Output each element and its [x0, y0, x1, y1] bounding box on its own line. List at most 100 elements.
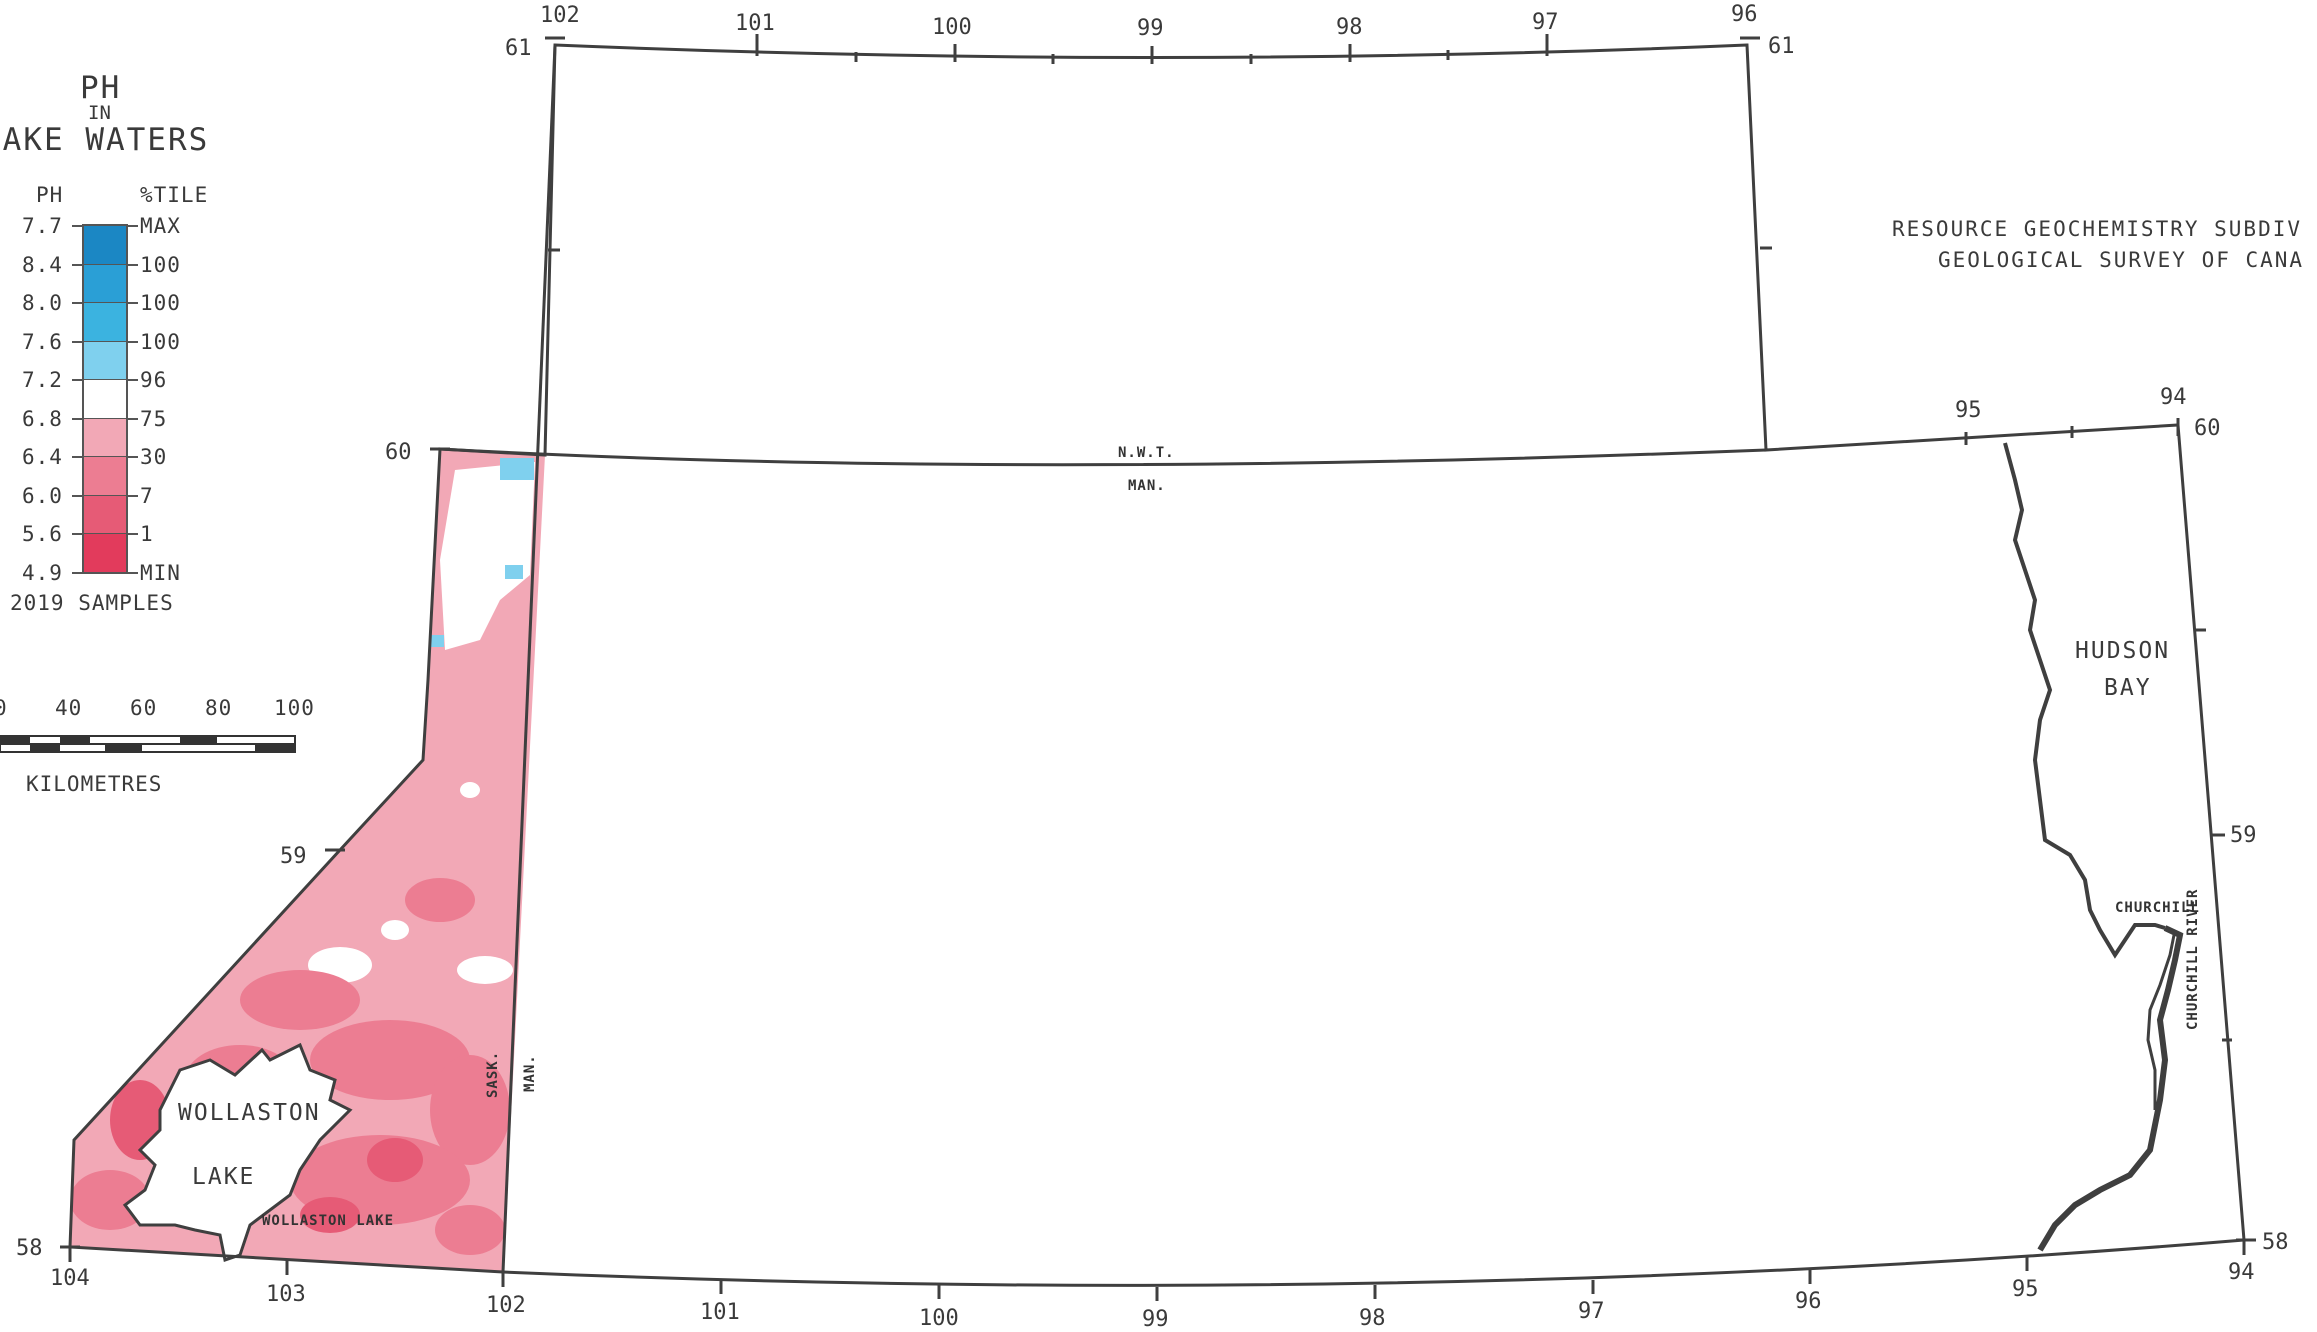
legend-col-pctile: %TILE [140, 183, 209, 207]
frame-60-line [439, 447, 1767, 467]
legend-title-in: IN [88, 102, 111, 124]
legend-percentile: 7 [140, 483, 154, 508]
frame-102-line [501, 44, 557, 1273]
legend-swatch [84, 303, 126, 342]
legend-ph-value: 6.0 [22, 483, 63, 508]
legend-tick [72, 571, 138, 574]
label-nwt: N.W.T. [1118, 445, 1175, 461]
legend-col-ph: PH [36, 183, 64, 207]
legend-swatch [84, 534, 126, 573]
lon-bottom-97: 97 [1578, 1299, 1605, 1324]
lat-61-right: 61 [1768, 34, 1795, 59]
lat-58-right: 58 [2262, 1230, 2289, 1255]
lon-mid-94: 94 [2160, 385, 2187, 410]
legend-ph-value: 8.4 [22, 252, 63, 277]
ph-white-patch [460, 782, 480, 798]
legend-ph-value: 4.9 [22, 560, 63, 585]
credit-line2: GEOLOGICAL SURVEY OF CANA [1938, 248, 2305, 272]
churchill-river [2037, 925, 2184, 1252]
frame-ticks [60, 34, 2256, 1301]
lon-bottom-95: 95 [2012, 1277, 2039, 1302]
ph-white-patch [457, 956, 513, 984]
legend-ph-value: 5.6 [22, 522, 63, 546]
legend-ph-value: 7.7 [22, 214, 63, 238]
scale-label-100: 100 [274, 696, 315, 720]
label-wollaston: WOLLASTON [178, 1100, 321, 1126]
legend-ph-value: 7.2 [22, 368, 63, 392]
label-hudson: HUDSON [2075, 638, 2171, 664]
lon-top-97: 97 [1532, 10, 1559, 35]
legend-swatch [84, 380, 126, 419]
legend-ph-value: 8.0 [22, 291, 63, 315]
ph-white-patch [440, 462, 535, 650]
ph-pink-patch [430, 1055, 510, 1165]
credit-line1: RESOURCE GEOCHEMISTRY SUBDIV [1892, 217, 2303, 241]
lat-60-right: 60 [2194, 416, 2221, 441]
churchill-river-bank [2146, 929, 2177, 1110]
scale-label-0: 0 [0, 696, 8, 720]
legend-swatch [84, 226, 126, 265]
lon-bottom-101: 101 [700, 1300, 740, 1325]
ph-pink-patch [405, 878, 475, 922]
legend-percentile: 30 [140, 445, 168, 469]
legend-swatch [84, 495, 126, 534]
legend-swatch [84, 264, 126, 303]
lon-mid-95: 95 [1955, 398, 1982, 423]
lon-top-98: 98 [1336, 15, 1363, 40]
lon-bottom-98: 98 [1359, 1306, 1386, 1331]
ph-pink-patch [310, 1020, 470, 1100]
label-churchill: CHURCHILL [2115, 900, 2200, 916]
legend-percentile: 1 [140, 522, 154, 546]
label-bay: BAY [2104, 675, 2152, 701]
legend-percentile: 100 [140, 329, 181, 354]
ph-white-patch [381, 920, 409, 940]
legend-swatch [84, 341, 126, 380]
scale-label-80: 80 [205, 696, 233, 720]
lat-58-left: 58 [16, 1236, 43, 1261]
label-man-top: MAN. [1128, 478, 1166, 494]
lon-bottom-103: 103 [266, 1282, 306, 1307]
ph-blue-cell [505, 565, 523, 579]
ph-blue-cell [500, 458, 534, 480]
lon-bottom-100: 100 [919, 1306, 959, 1331]
lon-top-101: 101 [735, 11, 775, 36]
legend-title-ph: PH [80, 70, 122, 106]
ph-pink-patch [240, 970, 360, 1030]
legend-percentile: 75 [140, 406, 168, 431]
label-man-side: MAN. [522, 1054, 538, 1092]
lon-top-96: 96 [1731, 2, 1758, 27]
scale-unit: KILOMETRES [26, 772, 163, 796]
label-lake: LAKE [192, 1164, 256, 1190]
ph-pink-patch [70, 1170, 150, 1230]
label-wollaston-lake-town: WOLLASTON LAKE [262, 1213, 395, 1229]
scale-label-40: 40 [55, 696, 83, 720]
hudson-bay-coastline [2003, 442, 2166, 959]
legend-percentile: 96 [140, 368, 168, 392]
lon-top-102: 102 [540, 3, 580, 28]
map-frame [68, 43, 2246, 1287]
legend-percentile: 100 [140, 252, 181, 277]
lon-bottom-96: 96 [1795, 1289, 1822, 1314]
legend-title-lake-waters: LAKE WATERS [0, 122, 210, 158]
legend-swatch [84, 418, 126, 457]
ph-blue-cell [430, 635, 444, 647]
legend-swatch [84, 457, 126, 496]
lat-59-left: 59 [280, 844, 307, 869]
legend-ph-value: 6.4 [22, 445, 63, 469]
legend-percentile: 100 [140, 291, 181, 315]
lon-bottom-102: 102 [486, 1293, 526, 1318]
lat-59-right: 59 [2230, 823, 2257, 848]
label-sask: SASK. [485, 1050, 501, 1098]
ph-pink-patch [435, 1205, 505, 1255]
lat-61-left: 61 [505, 36, 532, 61]
lon-top-100: 100 [932, 15, 972, 40]
ph-darkpink-patch [367, 1138, 423, 1182]
legend-ph-value: 6.8 [22, 406, 63, 431]
scale-bar [0, 735, 296, 753]
lon-bottom-104: 104 [50, 1266, 90, 1291]
legend-percentile: MAX [140, 214, 181, 238]
ph-darkpink-patch [300, 1197, 360, 1233]
lon-top-99: 99 [1137, 16, 1164, 41]
legend-percentile: MIN [140, 560, 181, 585]
